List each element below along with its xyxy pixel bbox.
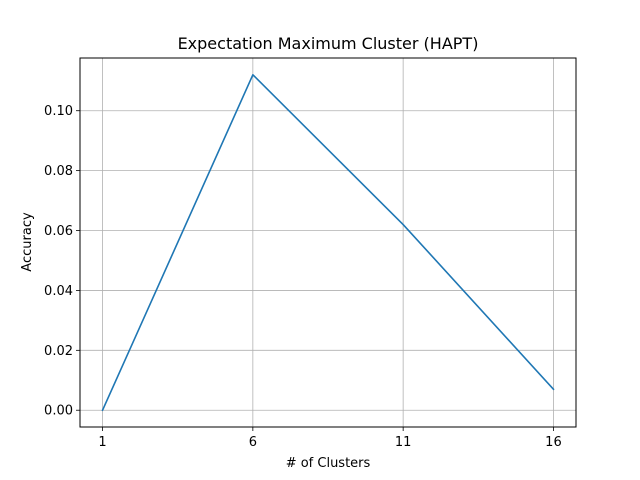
x-axis-label: # of Clusters: [286, 456, 371, 471]
x-tick-label: 11: [395, 435, 412, 450]
x-tick-label: 1: [98, 435, 106, 450]
series-group: [103, 75, 554, 410]
series-line-0: [103, 75, 554, 410]
y-axis-label: Accuracy: [20, 212, 35, 272]
chart-title: Expectation Maximum Cluster (HAPT): [178, 34, 479, 53]
grid-lines: [80, 58, 576, 427]
axes-frame: [80, 58, 576, 427]
y-tick-label: 0.02: [44, 344, 73, 359]
y-tick-label: 0.10: [44, 104, 73, 119]
y-tick-label: 0.04: [44, 284, 73, 299]
x-axis-ticks: 1 6 11 16: [98, 427, 561, 450]
y-tick-label: 0.08: [44, 164, 73, 179]
x-tick-label: 16: [545, 435, 562, 450]
y-axis-ticks: 0.00 0.02 0.04 0.06 0.08 0.10: [44, 104, 80, 419]
y-tick-label: 0.00: [44, 404, 73, 419]
x-tick-label: 6: [249, 435, 257, 450]
y-tick-label: 0.06: [44, 224, 73, 239]
